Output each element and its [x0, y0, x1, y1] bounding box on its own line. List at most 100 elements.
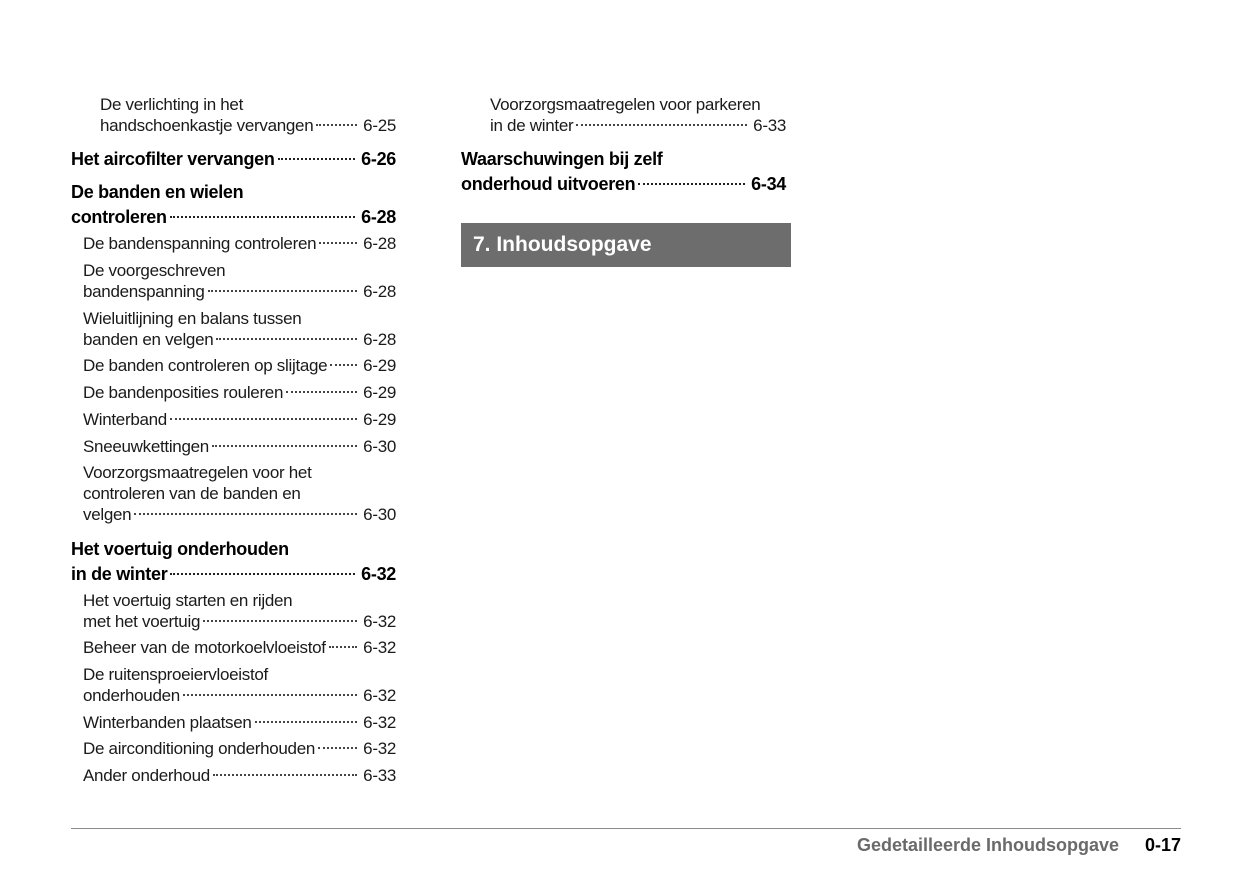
toc-entry-line: onderhouden 6-32 [83, 685, 396, 706]
toc-page-number[interactable]: 6-32 [363, 686, 396, 705]
toc-entry-text: onderhoud uitvoeren [461, 174, 636, 194]
dot-leader [330, 363, 358, 366]
dot-leader [134, 512, 358, 515]
toc-entry-line: Voorzorgsmaatregelen voor parkeren [490, 94, 786, 115]
toc-entry[interactable]: De verlichting in het handschoenkastje ve… [100, 94, 396, 136]
toc-entry[interactable]: Winterband 6-29 [83, 409, 396, 430]
toc-entry-line: Het voertuig onderhouden [71, 537, 396, 562]
toc-entry[interactable]: Waarschuwingen bij zelf onderhoud uitvoer… [461, 147, 786, 197]
toc-entry-line: onderhoud uitvoeren 6-34 [461, 172, 786, 197]
toc-entry-text: Wieluitlijning en balans tussen [83, 309, 302, 328]
dot-leader [216, 337, 358, 340]
toc-entry[interactable]: De banden controleren op slijtage 6-29 [83, 355, 396, 376]
toc-entry-text: controleren [71, 207, 167, 227]
toc-entry-text: De bandenspanning controleren [83, 234, 317, 253]
toc-entry-line: Winterband 6-29 [83, 409, 396, 430]
toc-entry[interactable]: Het aircofilter vervangen 6-26 [71, 147, 396, 172]
toc-entry[interactable]: Het voertuig onderhouden in de winter 6-32 [71, 537, 396, 587]
toc-entry-line: Sneeuwkettingen 6-30 [83, 436, 396, 457]
toc-entry-text: Voorzorgsmaatregelen voor het [83, 463, 312, 482]
toc-page-number[interactable]: 6-33 [753, 116, 786, 135]
toc-entry-text: in de winter [71, 564, 168, 584]
toc-entry[interactable]: Het voertuig starten en rijden met het vo… [83, 590, 396, 632]
toc-entry-text: Beheer van de motorkoelvloeistof [83, 638, 326, 657]
toc-entry-text: De banden controleren op slijtage [83, 356, 328, 375]
toc-entry[interactable]: De ruitensproeiervloeistof onderhouden 6-3… [83, 664, 396, 706]
toc-entry-line: De verlichting in het [100, 94, 396, 115]
toc-entry-text: Het aircofilter vervangen [71, 149, 275, 169]
toc-page-number[interactable]: 6-26 [361, 149, 396, 169]
toc-entry[interactable]: Winterbanden plaatsen 6-32 [83, 712, 396, 733]
toc-entry-text: controleren van de banden en [83, 484, 301, 503]
dot-leader [182, 693, 358, 696]
toc-entry-text: De airconditioning onderhouden [83, 739, 316, 758]
toc-entry[interactable]: Sneeuwkettingen 6-30 [83, 436, 396, 457]
toc-entry-text: Voorzorgsmaatregelen voor parkeren [490, 95, 761, 114]
toc-entry[interactable]: De bandenposities rouleren 6-29 [83, 382, 396, 403]
footer-title: Gedetailleerde Inhoudsopgave [857, 835, 1120, 855]
toc-page-number[interactable]: 6-28 [363, 282, 396, 301]
toc-entry-text: Het voertuig starten en rijden [83, 591, 293, 610]
toc-entry[interactable]: De airconditioning onderhouden 6-32 [83, 738, 396, 759]
dot-leader [576, 123, 748, 126]
toc-entry-line: Ander onderhoud 6-33 [83, 765, 396, 786]
toc-entry[interactable]: Voorzorgsmaatregelen voor parkeren in de … [490, 94, 786, 136]
toc-page-number[interactable]: 6-29 [363, 356, 396, 375]
toc-entry[interactable]: De banden en wielen controleren 6-28 [71, 180, 396, 230]
toc-entry[interactable]: Voorzorgsmaatregelen voor het controleren… [83, 462, 396, 525]
toc-entry-line: Waarschuwingen bij zelf [461, 147, 786, 172]
toc-page-number[interactable]: 6-28 [361, 207, 396, 227]
toc-page-number[interactable]: 6-32 [361, 564, 396, 584]
toc-entry-text: De banden en wielen [71, 182, 244, 202]
toc-page-number[interactable]: 6-33 [363, 766, 396, 785]
toc-page-number[interactable]: 6-30 [363, 437, 396, 456]
dot-leader [277, 157, 356, 160]
toc-page-number[interactable]: 6-32 [363, 638, 396, 657]
toc-page-number[interactable]: 6-32 [363, 612, 396, 631]
footer-page-number: 0-17 [1145, 835, 1182, 855]
toc-entry-text: De ruitensproeiervloeistof [83, 665, 268, 684]
toc-entry[interactable]: De voorgeschreven bandenspanning 6-28 [83, 260, 396, 302]
toc-entry-line: velgen 6-30 [83, 504, 396, 525]
toc-entry-line: controleren van de banden en [83, 483, 396, 504]
toc-page-number[interactable]: 6-28 [363, 330, 396, 349]
dot-leader [638, 182, 746, 185]
toc-page-number[interactable]: 6-29 [363, 383, 396, 402]
toc-entry-line: Voorzorgsmaatregelen voor het [83, 462, 396, 483]
toc-entry[interactable]: Ander onderhoud 6-33 [83, 765, 396, 786]
toc-entry-text: banden en velgen [83, 330, 214, 349]
toc-entry[interactable]: Beheer van de motorkoelvloeistof 6-32 [83, 637, 396, 658]
toc-entry[interactable]: Wieluitlijning en balans tussen banden en… [83, 308, 396, 350]
dot-leader [203, 619, 358, 622]
toc-entry-line: De bandenspanning controleren 6-28 [83, 233, 396, 254]
toc-entry-line: handschoenkastje vervangen 6-25 [100, 115, 396, 136]
toc-entry-line: Winterbanden plaatsen 6-32 [83, 712, 396, 733]
toc-entry[interactable]: De bandenspanning controleren 6-28 [83, 233, 396, 254]
chapter-banner[interactable]: 7. Inhoudsopgave [461, 223, 791, 267]
toc-entry-text: onderhouden [83, 686, 180, 705]
dot-leader [254, 720, 358, 723]
dot-leader [169, 215, 356, 218]
toc-entry-line: in de winter 6-33 [490, 115, 786, 136]
dot-leader [169, 417, 358, 420]
toc-page-number[interactable]: 6-32 [363, 713, 396, 732]
toc-page-number[interactable]: 6-28 [363, 234, 396, 253]
toc-page-number[interactable]: 6-29 [363, 410, 396, 429]
dot-leader [316, 123, 358, 126]
toc-entry-line: De ruitensproeiervloeistof [83, 664, 396, 685]
dot-leader [207, 289, 358, 292]
toc-entry-line: met het voertuig 6-32 [83, 611, 396, 632]
toc-page-number[interactable]: 6-32 [363, 739, 396, 758]
toc-page-number[interactable]: 6-25 [363, 116, 396, 135]
toc-entry-text: bandenspanning [83, 282, 205, 301]
toc-page-number[interactable]: 6-34 [751, 174, 786, 194]
toc-entry-line: De voorgeschreven [83, 260, 396, 281]
toc-page-number[interactable]: 6-30 [363, 505, 396, 524]
toc-entry-line: banden en velgen 6-28 [83, 329, 396, 350]
toc-entry-line: Beheer van de motorkoelvloeistof 6-32 [83, 637, 396, 658]
dot-leader [319, 241, 358, 244]
toc-entry-line: controleren 6-28 [71, 205, 396, 230]
toc-entry-text: De verlichting in het [100, 95, 243, 114]
toc-entry-text: Winterband [83, 410, 167, 429]
dot-leader [170, 572, 356, 575]
